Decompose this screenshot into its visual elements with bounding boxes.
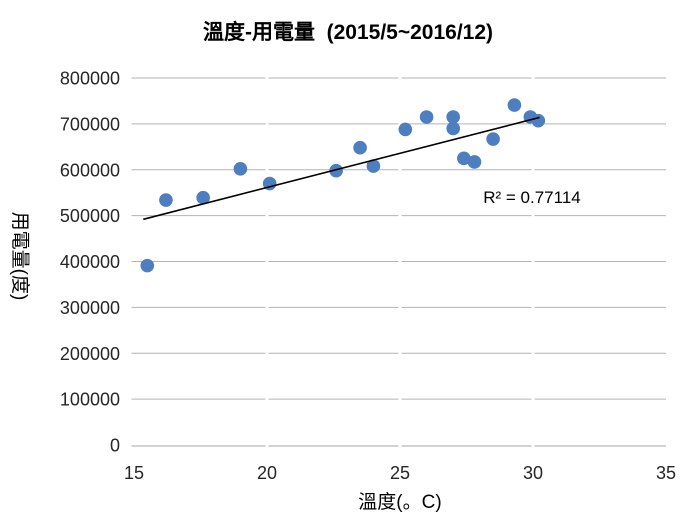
trendline	[143, 116, 540, 221]
data-point	[196, 190, 210, 205]
data-point	[419, 110, 434, 124]
y-tick-label: 800000	[60, 69, 120, 89]
x-axis-title: 溫度(。C)	[358, 492, 442, 513]
data-point	[233, 162, 248, 176]
data-point	[486, 132, 500, 146]
y-tick-label: 300000	[60, 298, 120, 318]
chart-title: 溫度-用電量 (2015/5~2016/12)	[202, 21, 494, 44]
data-point	[507, 98, 522, 112]
y-tick-label: 100000	[60, 390, 120, 410]
y-tick-label: 600000	[60, 160, 120, 180]
x-tick-label: 15	[124, 463, 144, 483]
data-point	[366, 159, 381, 173]
data-point	[531, 113, 546, 128]
data-point	[329, 163, 343, 178]
data-point	[159, 193, 173, 207]
data-point	[446, 110, 461, 124]
y-tick-label: 0	[110, 436, 120, 456]
data-point	[457, 151, 471, 166]
x-tick-label: 30	[523, 463, 543, 483]
data-point	[398, 122, 413, 137]
x-tick-label: 35	[656, 463, 676, 483]
y-tick-label: 400000	[60, 252, 120, 272]
r-squared-label: R² = 0.77114	[483, 188, 581, 207]
data-point	[446, 121, 461, 136]
data-point	[467, 155, 482, 169]
x-tick-label: 20	[257, 463, 277, 483]
data-point	[140, 258, 155, 273]
x-tick-label: 25	[390, 463, 410, 483]
data-point	[353, 140, 367, 155]
y-tick-label: 500000	[60, 206, 120, 226]
y-tick-label: 700000	[60, 114, 120, 134]
y-tick-label: 200000	[60, 344, 120, 364]
